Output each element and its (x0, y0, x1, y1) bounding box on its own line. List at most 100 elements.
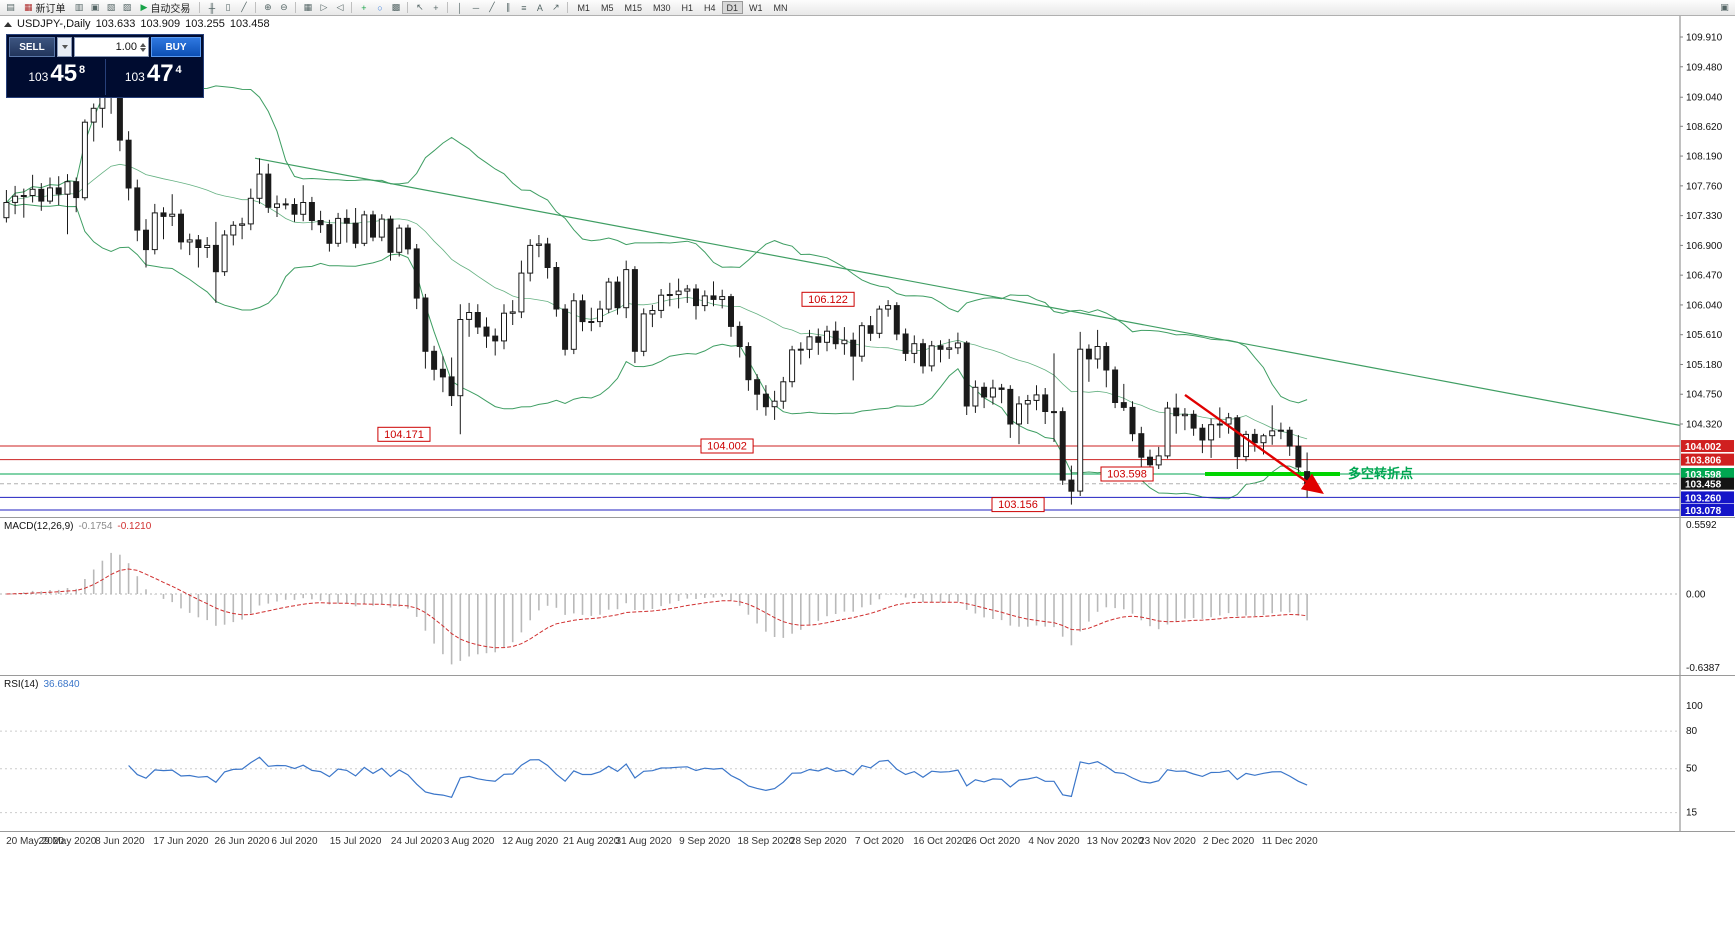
price-tag: 103.260 (1681, 491, 1734, 504)
channel-icon[interactable]: ∥ (505, 2, 511, 12)
price-callout: 104.002 (700, 438, 754, 454)
bid-price[interactable]: 103 45 8 (9, 59, 106, 95)
time-label: 11 Dec 2020 (1261, 836, 1318, 847)
autotrading-button-label: 自动交易 (150, 4, 191, 15)
timeframe-mn[interactable]: MN (773, 2, 788, 13)
volume-input[interactable]: 1.00 (74, 37, 149, 57)
timeframe-w1[interactable]: W1 (749, 2, 763, 13)
tile-windows-icon[interactable]: ▦ (303, 2, 313, 12)
trendline (254, 157, 1681, 426)
volume-dropdown[interactable] (57, 37, 72, 57)
timeframe-h1[interactable]: H1 (681, 2, 694, 13)
zoom-out-icon[interactable]: ⊖ (280, 2, 288, 12)
time-axis[interactable]: 20 May 2020 29 May 2020 8 Jun 2020 17 Jun 2… (0, 832, 1735, 852)
indicators-add-icon[interactable]: + (361, 2, 367, 13)
arrows-icon[interactable]: ↗ (552, 2, 560, 12)
crosshair-icon[interactable]: + (433, 2, 439, 13)
rsi-axis-label: 15 (1686, 808, 1698, 819)
price-tick: 106.900 (1686, 241, 1723, 252)
price-tick: 107.330 (1686, 211, 1723, 222)
chart-expand-icon[interactable]: ▣ (1720, 2, 1729, 12)
ask-big: 47 (146, 60, 174, 87)
vertical-line-icon[interactable]: │ (457, 2, 463, 13)
timeframe-h4[interactable]: H4 (704, 2, 716, 13)
time-label: 26 Jun 2020 (214, 836, 270, 847)
chart-annotations: 104.171 104.002 106.122 103.598 103.156 多空转折点 (377, 291, 1413, 513)
price-tick: 106.470 (1686, 271, 1723, 282)
new-order-button-label: 新订单 (35, 4, 66, 15)
autotrading-button[interactable]: ▶ 自动交易 (136, 1, 196, 15)
macd-axis-label: -0.6387 (1686, 663, 1720, 674)
timeframe-m5[interactable]: M5 (600, 2, 614, 13)
time-label: 28 Sep 2020 (789, 836, 847, 847)
svg-text:104.002: 104.002 (1685, 442, 1722, 453)
templates-icon[interactable]: ▩ (391, 2, 401, 12)
price-tag: 103.078 (1681, 504, 1734, 517)
macd-panel: 0.5592 0.00 -0.6387 MACD(12,26,9) -0.1754 … (0, 518, 1735, 676)
svg-text:103.598: 103.598 (1107, 468, 1147, 480)
rsi-name: RSI(14) (4, 679, 39, 690)
cycles-icon[interactable]: ○ (377, 2, 383, 13)
cursor-icon[interactable]: ↖ (416, 2, 424, 12)
time-label: 24 Jul 2020 (390, 836, 443, 847)
trendline-icon[interactable]: ╱ (489, 2, 495, 12)
trend-arrow (1184, 393, 1324, 494)
macd-value-main: -0.1754 (78, 521, 113, 532)
svg-text:104.171: 104.171 (384, 429, 424, 441)
navigator-icon[interactable]: ▧ (106, 2, 116, 12)
zoom-in-icon[interactable]: ⊕ (264, 2, 272, 12)
volume-up-icon[interactable] (140, 42, 146, 47)
sell-button[interactable]: SELL (9, 37, 55, 57)
svg-text:103.156: 103.156 (998, 499, 1038, 511)
time-label: 31 Aug 2020 (615, 836, 672, 847)
line-chart-icon[interactable]: ╱ (241, 2, 247, 12)
chart-shift-icon[interactable]: ◁ (336, 2, 344, 12)
price-tag: 103.598 (1681, 467, 1734, 481)
chart-title: USDJPY-,Daily 103.633 103.909 103.255 10… (4, 18, 270, 30)
time-label: 7 Oct 2020 (854, 836, 904, 847)
ohlc-low: 103.255 (185, 18, 225, 30)
ohlc-close: 103.458 (229, 18, 270, 30)
charts-menu-icon[interactable]: ▤ (6, 2, 15, 12)
market-watch-icon[interactable]: ▥ (74, 2, 84, 12)
toolbar-separator (255, 2, 257, 13)
text-icon[interactable]: A (536, 2, 543, 13)
timeframe-m15[interactable]: M15 (624, 2, 642, 13)
main-chart-canvas[interactable]: 104.171 104.002 106.122 103.598 103.156 多空转折点… (0, 16, 1735, 517)
macd-axis-label: 0.00 (1686, 590, 1706, 601)
bollinger-bands (6, 80, 1681, 500)
volume-down-icon[interactable] (140, 47, 146, 52)
time-label: 21 Aug 2020 (563, 836, 620, 847)
ask-price[interactable]: 103 47 4 (106, 59, 202, 95)
time-label: 29 May 2020 (38, 836, 97, 847)
price-tick: 107.760 (1686, 181, 1723, 192)
candlestick-chart-icon[interactable]: ▯ (225, 2, 231, 12)
timeframe-m1[interactable]: M1 (577, 2, 590, 13)
data-window-icon[interactable]: ▣ (90, 2, 100, 12)
horizontal-line-icon[interactable]: ─ (472, 2, 480, 13)
svg-text:103.458: 103.458 (1685, 480, 1722, 491)
auto-scroll-icon[interactable]: ▷ (320, 2, 328, 12)
terminal-icon[interactable]: ▨ (122, 2, 132, 12)
rsi-line (128, 756, 1308, 799)
price-tag: 103.458 (1681, 477, 1734, 491)
buy-button[interactable]: BUY (151, 37, 201, 57)
main-chart-panel: 104.171 104.002 106.122 103.598 103.156 多空转折点… (0, 16, 1735, 518)
rsi-axis-label: 50 (1686, 764, 1698, 775)
bid-big: 45 (50, 60, 78, 87)
one-click-toggle-icon[interactable] (4, 21, 12, 27)
bar-chart-icon[interactable]: ╫ (208, 2, 216, 13)
timeframe-d1[interactable]: D1 (721, 1, 744, 14)
fibonacci-icon[interactable]: ≡ (521, 2, 527, 13)
price-tag: 104.002 (1681, 440, 1734, 453)
time-label: 12 Aug 2020 (502, 836, 559, 847)
toolbar-separator (407, 2, 409, 13)
new-order-button[interactable]: ▦ 新订单 (19, 1, 71, 15)
toolbar-separator (447, 2, 449, 13)
macd-name: MACD(12,26,9) (4, 521, 74, 532)
macd-canvas[interactable]: 0.5592 0.00 -0.6387 (0, 518, 1735, 675)
bid-sup: 8 (79, 64, 86, 76)
timeframe-m30[interactable]: M30 (652, 2, 671, 13)
toolbar-separator (567, 2, 569, 13)
rsi-canvas[interactable]: 100 80 50 15 (0, 676, 1735, 831)
